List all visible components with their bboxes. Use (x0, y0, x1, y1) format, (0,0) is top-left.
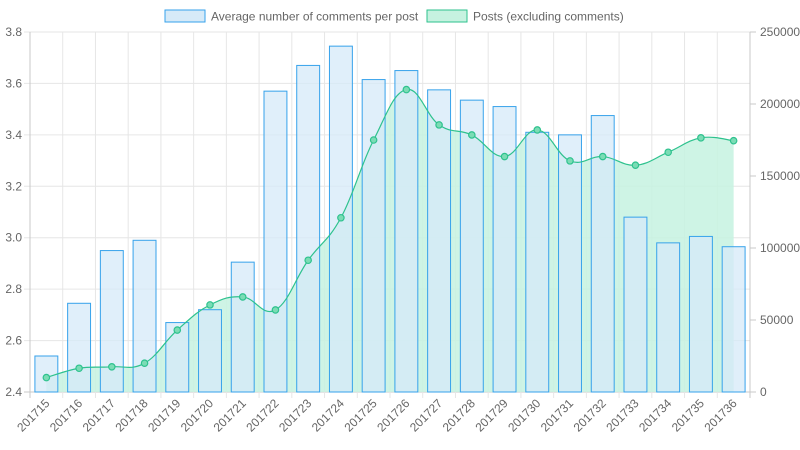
legend-label-0: Average number of comments per post (211, 10, 419, 24)
bar-comments-201729 (492, 106, 517, 393)
y-left-tick-label: 2.8 (5, 282, 22, 296)
x-tick-label: 201719 (145, 396, 183, 434)
point-posts-201731 (566, 157, 574, 165)
bar-comments-201730 (525, 131, 550, 393)
bar-comments-201722 (263, 90, 288, 393)
point-posts-201733 (631, 161, 640, 170)
x-tick-label: 201717 (80, 396, 118, 434)
x-tick-label: 201734 (636, 396, 674, 434)
y-right-tick-label: 250000 (760, 25, 800, 39)
point-posts-201730 (533, 126, 542, 134)
point-posts-201723 (304, 256, 312, 265)
point-posts-201724 (337, 213, 345, 222)
bar-comments-201717 (99, 250, 124, 393)
x-tick-label: 201718 (112, 396, 150, 434)
legend-swatch-0 (164, 9, 206, 23)
bar-comments-201735 (688, 235, 713, 393)
point-posts-201719 (173, 326, 182, 334)
legend-swatch-1 (426, 9, 468, 23)
point-posts-201715 (42, 373, 51, 382)
y-right-tick-label: 50000 (760, 313, 794, 327)
x-tick-label: 201721 (211, 396, 249, 434)
point-posts-201725 (369, 136, 378, 144)
bar-comments-201733 (623, 216, 648, 393)
y-left-tick-label: 3.2 (5, 179, 22, 193)
x-tick-label: 201728 (440, 396, 478, 434)
bar-comments-201723 (296, 64, 321, 393)
bar-comments-201734 (656, 242, 681, 393)
x-tick-label: 201725 (342, 396, 380, 434)
x-tick-label: 201720 (178, 396, 216, 434)
comments-bars (34, 45, 746, 393)
x-tick-label: 201727 (407, 396, 445, 434)
bar-comments-201718 (132, 239, 157, 393)
x-tick-label: 201735 (669, 396, 707, 434)
bar-comments-201736 (721, 246, 746, 393)
y-left-tick-label: 3.4 (5, 128, 22, 142)
bar-comments-201727 (427, 89, 452, 393)
legend[interactable]: Average number of comments per post Posts… (164, 9, 624, 24)
x-tick-label: 201723 (276, 396, 314, 434)
bar-comments-201725 (361, 79, 386, 393)
point-posts-201734 (664, 148, 672, 157)
x-tick-label: 201731 (538, 396, 576, 434)
point-posts-201735 (697, 134, 705, 142)
y-right-tick-label: 0 (760, 385, 767, 399)
y-left-tick-label: 3.6 (5, 76, 22, 90)
point-posts-201720 (206, 301, 214, 309)
y-left-tick-label: 3.0 (5, 231, 22, 245)
posts-line-path (46, 88, 734, 379)
bar-comments-201721 (230, 261, 255, 393)
point-posts-201736 (729, 136, 738, 145)
x-tick-label: 201736 (702, 396, 740, 434)
y-right-tick-label: 150000 (760, 169, 800, 183)
bar-comments-201728 (459, 99, 484, 393)
x-tick-label: 201729 (472, 396, 510, 434)
x-tick-label: 201733 (603, 396, 641, 434)
y-left-tick-label: 2.6 (5, 334, 22, 348)
bar-comments-201726 (394, 70, 419, 393)
x-tick-label: 201730 (505, 396, 543, 434)
x-tick-label: 201724 (309, 396, 347, 434)
bar-comments-201719 (165, 322, 190, 393)
x-tick-label: 201732 (571, 396, 609, 434)
x-tick-label: 201715 (14, 396, 52, 434)
bar-comments-201720 (198, 309, 222, 393)
y-left-tick-label: 2.4 (5, 385, 22, 399)
x-tick-label: 201716 (47, 396, 85, 434)
point-posts-201716 (75, 364, 83, 373)
posts-line (42, 85, 738, 382)
y-left-tick-label: 3.8 (5, 25, 22, 39)
x-tick-label: 201726 (374, 396, 412, 434)
point-posts-201726 (402, 85, 411, 94)
point-posts-201728 (468, 131, 476, 139)
point-posts-201727 (435, 121, 443, 129)
bar-comments-201716 (67, 302, 92, 393)
y-right-tick-label: 100000 (760, 241, 800, 255)
x-tick-label: 201722 (243, 396, 281, 434)
point-posts-201717 (108, 362, 116, 371)
point-posts-201718 (140, 359, 149, 368)
bar-comments-201731 (558, 134, 582, 393)
point-posts-201729 (500, 152, 509, 161)
legend-label-1: Posts (excluding comments) (473, 10, 624, 24)
point-posts-201732 (598, 152, 607, 161)
bar-comments-201732 (590, 115, 615, 393)
point-posts-201721 (238, 293, 247, 301)
y-right-tick-label: 200000 (760, 97, 800, 111)
point-posts-201722 (271, 306, 280, 314)
